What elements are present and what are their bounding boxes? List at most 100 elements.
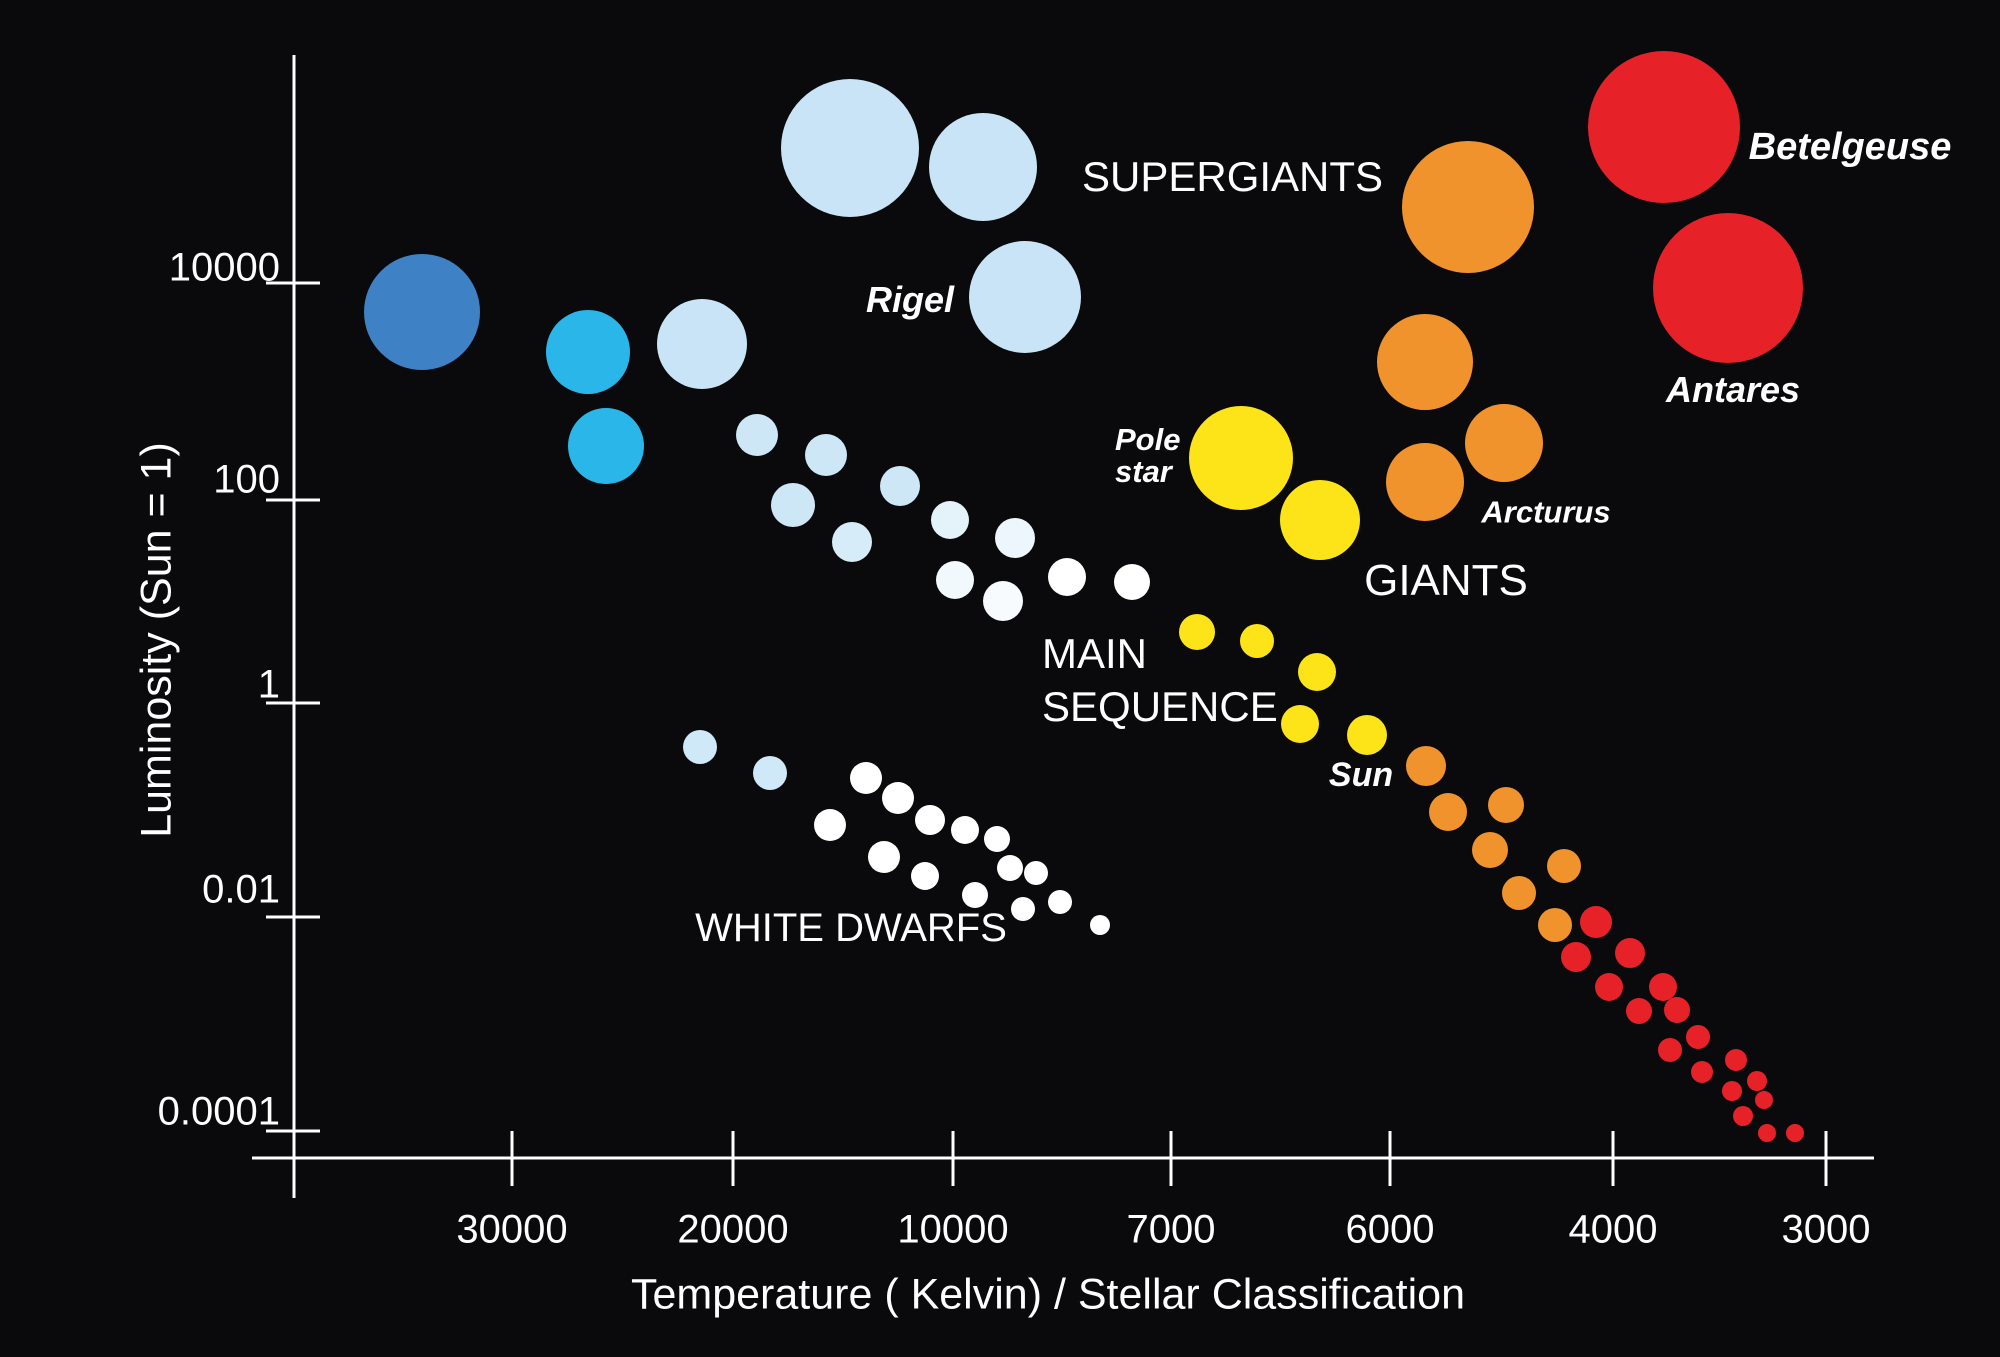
- betelgeuse-label: Betelgeuse: [1748, 126, 1952, 169]
- white-dwarfs-dot-5: [915, 805, 945, 835]
- x-tick-label-30000: 30000: [456, 1207, 568, 1252]
- main-sequence-dot-3: [657, 299, 747, 389]
- main-sequence-dot-32: [1626, 998, 1652, 1024]
- supergiants-label: SUPERGIANTS: [1082, 153, 1384, 200]
- giants-dot-2: [1377, 314, 1473, 410]
- main-sequence-dot-39: [1722, 1081, 1742, 1101]
- arcturus-label: Arcturus: [1481, 494, 1611, 530]
- main-sequence-dot-5: [805, 434, 847, 476]
- y-tick-label-1: 1: [257, 662, 280, 707]
- main-sequence-dot-37: [1691, 1061, 1713, 1083]
- main-sequence-dot-28: [1561, 942, 1591, 972]
- main-sequence-dot-13: [1048, 558, 1086, 596]
- x-tick-label-3000: 3000: [1781, 1207, 1871, 1252]
- white-dwarfs-dot-2: [850, 762, 882, 794]
- main-sequence-dot-21: [1429, 793, 1467, 831]
- main-sequence-label-line1: MAIN: [1042, 630, 1147, 677]
- main-sequence-dot-11: [936, 561, 974, 599]
- giants-dot-4: [1386, 443, 1464, 521]
- main-sequence-dot-33: [1664, 997, 1690, 1023]
- main-sequence-dot-15: [1179, 614, 1215, 650]
- main-sequence-dot-30: [1595, 973, 1623, 1001]
- star-pole-star: [1189, 406, 1293, 510]
- main-sequence-dot-29: [1615, 938, 1645, 968]
- white-dwarfs-dot-7: [951, 816, 979, 844]
- main-sequence-dot-7: [880, 466, 920, 506]
- main-sequence-dot-24: [1547, 849, 1581, 883]
- main-sequence-dot-14: [1114, 564, 1150, 600]
- main-sequence-dot-8: [832, 522, 872, 562]
- y-tick-label-0.0001: 0.0001: [157, 1089, 280, 1134]
- main-sequence-dot-35: [1658, 1038, 1682, 1062]
- supergiants-dot-3: [1402, 141, 1534, 273]
- main-sequence-dot-25: [1502, 876, 1536, 910]
- main-sequence-dot-42: [1758, 1124, 1776, 1142]
- x-tick-label-10000: 10000: [897, 1207, 1009, 1252]
- white-dwarfs-dot-1: [753, 756, 787, 790]
- main-sequence-dot-41: [1733, 1106, 1753, 1126]
- giants-label: GIANTS: [1364, 555, 1528, 605]
- main-sequence-dot-2: [568, 408, 644, 484]
- pole-star-label: Pole star: [1115, 424, 1180, 488]
- white-dwarfs-dot-15: [1090, 915, 1110, 935]
- white-dwarfs-dot-14: [1048, 890, 1072, 914]
- white-dwarfs-dot-10: [997, 855, 1023, 881]
- sun-label: Sun: [1328, 756, 1394, 795]
- main-sequence-dot-17: [1298, 653, 1336, 691]
- main-sequence-dot-26: [1538, 908, 1572, 942]
- white-dwarfs-dot-4: [882, 782, 914, 814]
- pole-star-label-line2: star: [1115, 454, 1172, 489]
- main-sequence-dot-31: [1649, 973, 1677, 1001]
- star-sun: [1347, 715, 1387, 755]
- main-sequence-dot-4: [736, 414, 778, 456]
- supergiants-dot-1: [929, 113, 1037, 221]
- star-antares: [1653, 213, 1803, 363]
- main-sequence-dot-36: [1725, 1049, 1747, 1071]
- white-dwarfs-dot-6: [868, 841, 900, 873]
- main-sequence-dot-1: [546, 310, 630, 394]
- white-dwarfs-dot-8: [911, 862, 939, 890]
- main-sequence-dot-38: [1747, 1071, 1767, 1091]
- main-sequence-dot-40: [1755, 1091, 1773, 1109]
- main-sequence-label-line2: SEQUENCE: [1042, 683, 1278, 730]
- x-tick-label-6000: 6000: [1345, 1207, 1435, 1252]
- white-dwarfs-label: WHITE DWARFS: [695, 906, 1007, 950]
- main-sequence-dot-12: [983, 581, 1023, 621]
- main-sequence-dot-16: [1240, 624, 1274, 658]
- main-sequence-dot-18: [1281, 705, 1319, 743]
- white-dwarfs-dot-13: [1011, 897, 1035, 921]
- y-axis-title: Luminosity (Sun = 1): [132, 442, 181, 838]
- star-betelgeuse: [1588, 51, 1740, 203]
- main-sequence-dot-22: [1488, 787, 1524, 823]
- x-tick-label-20000: 20000: [677, 1207, 789, 1252]
- pole-star-label-line1: Pole: [1115, 422, 1181, 457]
- x-axis-title: Temperature ( Kelvin) / Stellar Classifi…: [630, 1270, 1466, 1319]
- main-sequence-dot-6: [771, 483, 815, 527]
- main-sequence-dot-27: [1580, 906, 1612, 938]
- star-arcturus: [1465, 404, 1543, 482]
- main-sequence-dot-9: [931, 501, 969, 539]
- x-tick-label-7000: 7000: [1126, 1207, 1216, 1252]
- rigel-label: Rigel: [865, 279, 955, 321]
- main-sequence-dot-0: [364, 254, 480, 370]
- main-sequence-label: MAIN SEQUENCE: [1042, 627, 1278, 733]
- y-tick-label-100: 100: [213, 457, 280, 502]
- main-sequence-dot-23: [1472, 832, 1508, 868]
- main-sequence-dot-34: [1686, 1025, 1710, 1049]
- white-dwarfs-dot-3: [814, 809, 846, 841]
- main-sequence-dot-43: [1786, 1124, 1804, 1142]
- main-sequence-dot-10: [995, 518, 1035, 558]
- white-dwarfs-dot-9: [984, 826, 1010, 852]
- star-rigel: [969, 241, 1081, 353]
- white-dwarfs-dot-0: [683, 730, 717, 764]
- antares-label: Antares: [1665, 369, 1801, 411]
- y-tick-label-10000: 10000: [168, 245, 280, 290]
- y-tick-label-0.01: 0.01: [202, 867, 280, 912]
- main-sequence-dot-20: [1406, 746, 1446, 786]
- x-tick-label-4000: 4000: [1568, 1207, 1658, 1252]
- giants-dot-1: [1280, 480, 1360, 560]
- white-dwarfs-dot-11: [962, 882, 988, 908]
- white-dwarfs-dot-12: [1024, 861, 1048, 885]
